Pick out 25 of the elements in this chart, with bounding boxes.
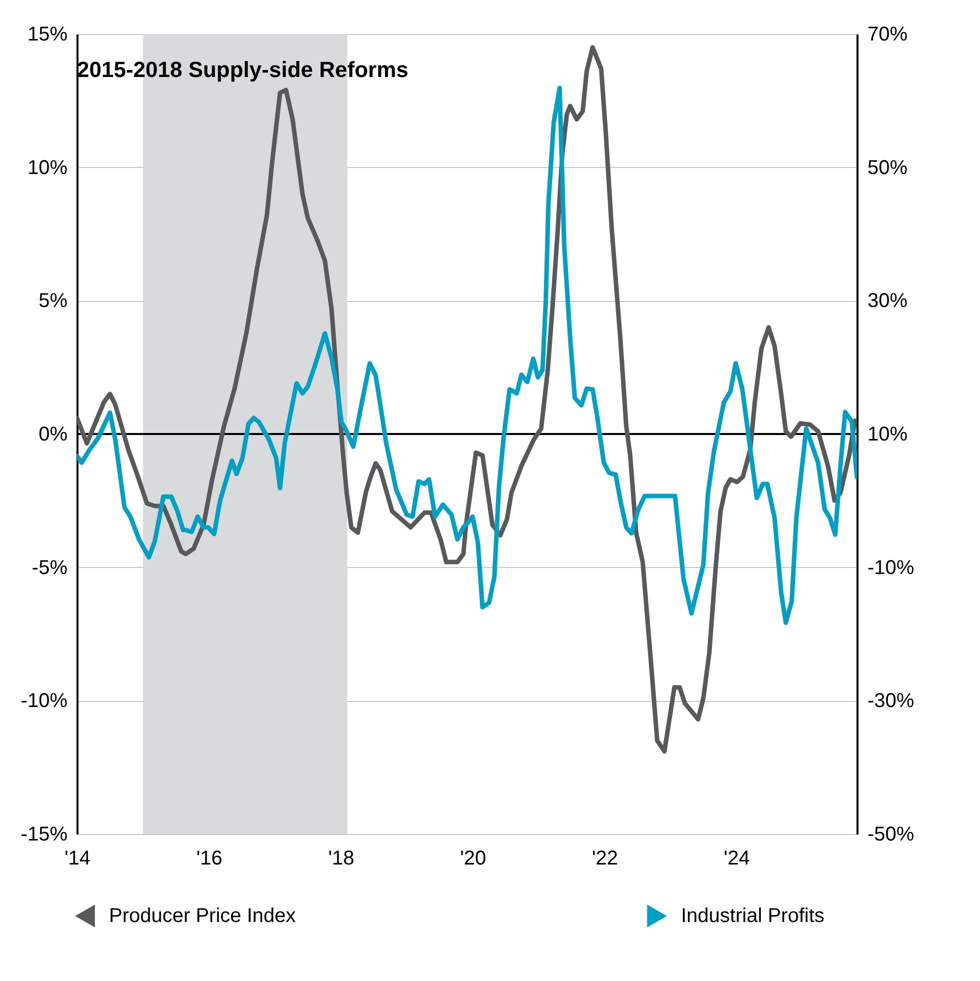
y2-tick-label: -30%	[868, 690, 914, 712]
x-tick-label: '20	[460, 848, 486, 870]
y2-tick-label: -10%	[868, 556, 914, 579]
y2-tick-label: 30%	[868, 290, 908, 312]
y2-tick-label: 70%	[868, 24, 908, 46]
line-series	[77, 86, 857, 625]
x-tick-label: '16	[196, 848, 222, 870]
y-tick-label: 5%	[38, 290, 68, 312]
y-tick-label: 0%	[38, 424, 68, 446]
y-tick-label: -5%	[32, 556, 68, 579]
legend-label: Producer Price Index	[109, 905, 296, 927]
x-tick-label: '24	[724, 848, 750, 870]
y2-tick-label: 50%	[868, 156, 908, 179]
y2-tick-label: -50%	[868, 824, 914, 846]
y-tick-label: -15%	[20, 824, 68, 846]
y-tick-label: 15%	[27, 24, 68, 46]
y-tick-label: 10%	[27, 156, 68, 179]
y-tick-label: -10%	[20, 690, 68, 712]
x-tick-label: '18	[328, 848, 354, 870]
x-tick-label: '14	[64, 848, 91, 870]
y2-tick-label: 10%	[868, 424, 908, 446]
x-tick-label: '22	[592, 848, 618, 870]
legend-label: Industrial Profits	[681, 905, 824, 927]
line-series	[77, 45, 857, 754]
band-label: 2015-2018 Supply-side Reforms	[77, 57, 408, 82]
